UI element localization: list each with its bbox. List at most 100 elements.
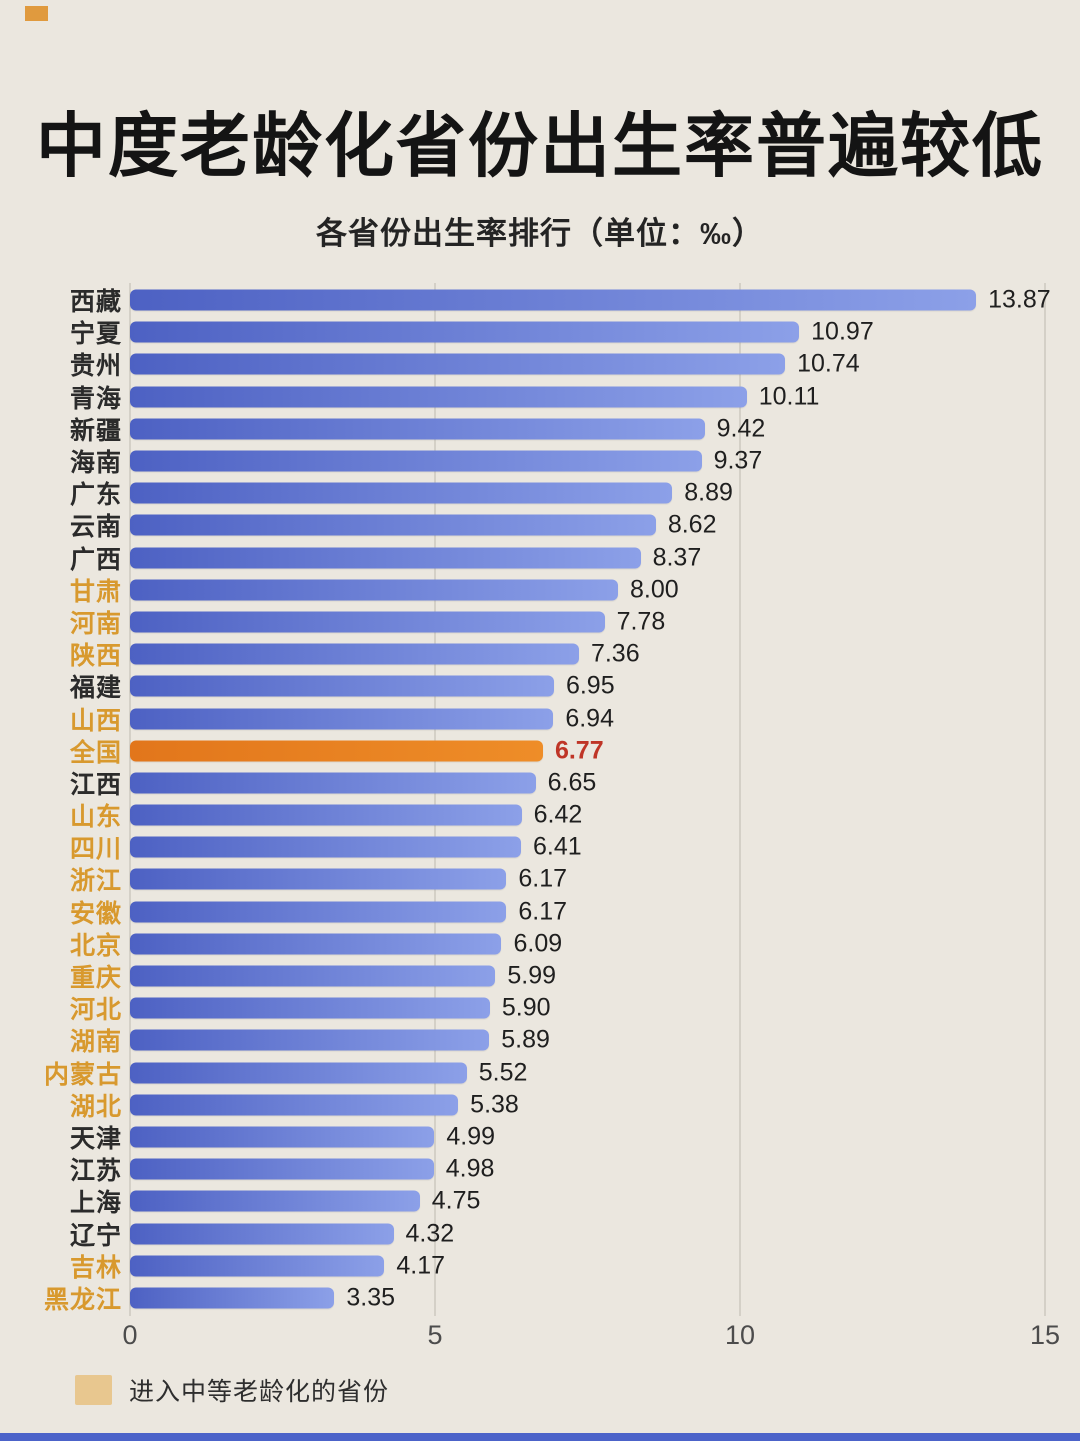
bar-track: 8.00: [130, 574, 1045, 606]
bar-track: 4.17: [130, 1250, 1045, 1282]
chart-row: 北京 6.09: [0, 928, 1080, 960]
chart-row: 辽宁 4.32: [0, 1217, 1080, 1250]
bar: [130, 1158, 434, 1180]
bar-track: 10.74: [130, 348, 1045, 380]
bar: [130, 1126, 435, 1148]
bar-track: 8.89: [130, 477, 1045, 509]
bar-track: 6.77: [130, 735, 1045, 767]
value-label: 6.42: [533, 800, 583, 829]
bar: [130, 1029, 490, 1051]
bar: [130, 386, 747, 408]
chart-row: 宁夏 10.97: [0, 316, 1080, 349]
value-label: 5.89: [501, 1025, 550, 1054]
corner-accent-mark: [25, 6, 48, 21]
province-label: 广西: [69, 545, 122, 574]
chart-row: 湖北 5.38: [0, 1089, 1080, 1121]
chart-subtitle: 各省份出生率排行（单位：‰）: [316, 216, 764, 251]
bar: [130, 740, 543, 762]
page-title: 中度老龄化省份出生率普遍较低: [36, 107, 1044, 185]
bar: [130, 611, 605, 633]
bar-track: 9.37: [130, 445, 1045, 477]
x-tick-label: 15: [1029, 1320, 1061, 1350]
chart-row: 全国 6.77: [0, 735, 1080, 767]
bar: [130, 1287, 335, 1309]
chart-row: 西藏 13.87: [0, 284, 1080, 317]
province-label: 内蒙古: [43, 1060, 122, 1089]
province-label: 西藏: [69, 288, 122, 317]
x-axis: 0 5 10 15: [122, 1320, 1060, 1354]
province-label: 安徽: [69, 899, 122, 928]
bar-track: 6.09: [130, 928, 1045, 960]
x-tick-label: 5: [427, 1320, 443, 1350]
value-label: 6.94: [565, 704, 614, 733]
chart-row: 河南 7.78: [0, 606, 1080, 638]
province-label: 山东: [69, 803, 122, 832]
value-label: 6.09: [513, 929, 563, 958]
province-label: 天津: [69, 1124, 122, 1153]
bar-track: 4.98: [130, 1153, 1045, 1185]
gridline-15: [1044, 283, 1046, 1316]
chart-row: 浙江 6.17: [0, 863, 1080, 896]
province-label: 海南: [69, 449, 122, 478]
bar-track: 5.90: [130, 992, 1045, 1024]
bar: [130, 772, 536, 794]
bar-track: 4.75: [130, 1185, 1045, 1217]
bar-track: 6.17: [130, 863, 1045, 895]
value-label: 8.62: [667, 510, 717, 539]
province-label: 吉林: [69, 1253, 122, 1282]
chart-row: 天津 4.99: [0, 1121, 1080, 1153]
value-label: 6.95: [565, 671, 615, 700]
province-label: 河北: [69, 996, 122, 1025]
province-label: 江苏: [69, 1157, 122, 1186]
province-label: 湖南: [69, 1028, 122, 1057]
value-label: 6.41: [533, 832, 582, 861]
bar: [130, 965, 496, 987]
province-label: 浙江: [69, 867, 122, 896]
bar-track: 5.38: [130, 1089, 1045, 1121]
chart-row: 福建 6.95: [0, 670, 1080, 703]
bottom-strip: [0, 1433, 1080, 1441]
bar: [130, 289, 977, 311]
value-label: 5.38: [470, 1090, 519, 1119]
chart-row: 云南 8.62: [0, 509, 1080, 542]
bar: [130, 836, 521, 858]
chart-row: 河北 5.90: [0, 992, 1080, 1025]
gridlines: [129, 283, 1046, 1316]
chart-row: 江西 6.65: [0, 767, 1080, 799]
legend: 进入中等老龄化的省份: [75, 1372, 389, 1408]
bar: [130, 708, 554, 730]
chart-row: 湖南 5.89: [0, 1024, 1080, 1057]
value-label: 4.75: [431, 1186, 481, 1215]
value-label: 8.89: [684, 478, 733, 507]
bar-track: 4.32: [130, 1217, 1045, 1249]
chart-row: 安徽 6.17: [0, 896, 1080, 928]
bar: [130, 1094, 459, 1116]
province-label: 云南: [69, 513, 122, 542]
value-label: 4.32: [405, 1219, 455, 1248]
value-label: 6.65: [547, 768, 597, 797]
value-label: 7.36: [590, 639, 640, 668]
chart-row: 重庆 5.99: [0, 960, 1080, 993]
province-label: 重庆: [69, 964, 122, 993]
chart-row: 内蒙古 5.52: [0, 1057, 1080, 1089]
gridline-5: [433, 283, 436, 1316]
bar: [130, 1062, 467, 1084]
x-tick-label: 10: [724, 1320, 756, 1350]
legend-label: 进入中等老龄化的省份: [129, 1378, 390, 1406]
chart-row: 广西 8.37: [0, 542, 1080, 574]
legend-swatch: [75, 1375, 112, 1405]
bar-track: 10.97: [130, 316, 1045, 348]
bar-track: 9.42: [130, 413, 1045, 445]
province-label: 福建: [69, 674, 122, 703]
bar-track: 8.37: [130, 542, 1045, 574]
province-label: 江西: [69, 770, 122, 799]
value-label: 8.00: [629, 575, 679, 604]
bar: [130, 579, 618, 601]
gridline-0: [129, 283, 131, 1316]
province-label: 上海: [69, 1189, 122, 1218]
value-label: 10.74: [797, 349, 860, 378]
bar: [130, 353, 786, 375]
bar-track: 10.11: [130, 381, 1045, 413]
chart-row: 广东 8.89: [0, 477, 1080, 510]
value-label: 3.35: [346, 1283, 396, 1312]
